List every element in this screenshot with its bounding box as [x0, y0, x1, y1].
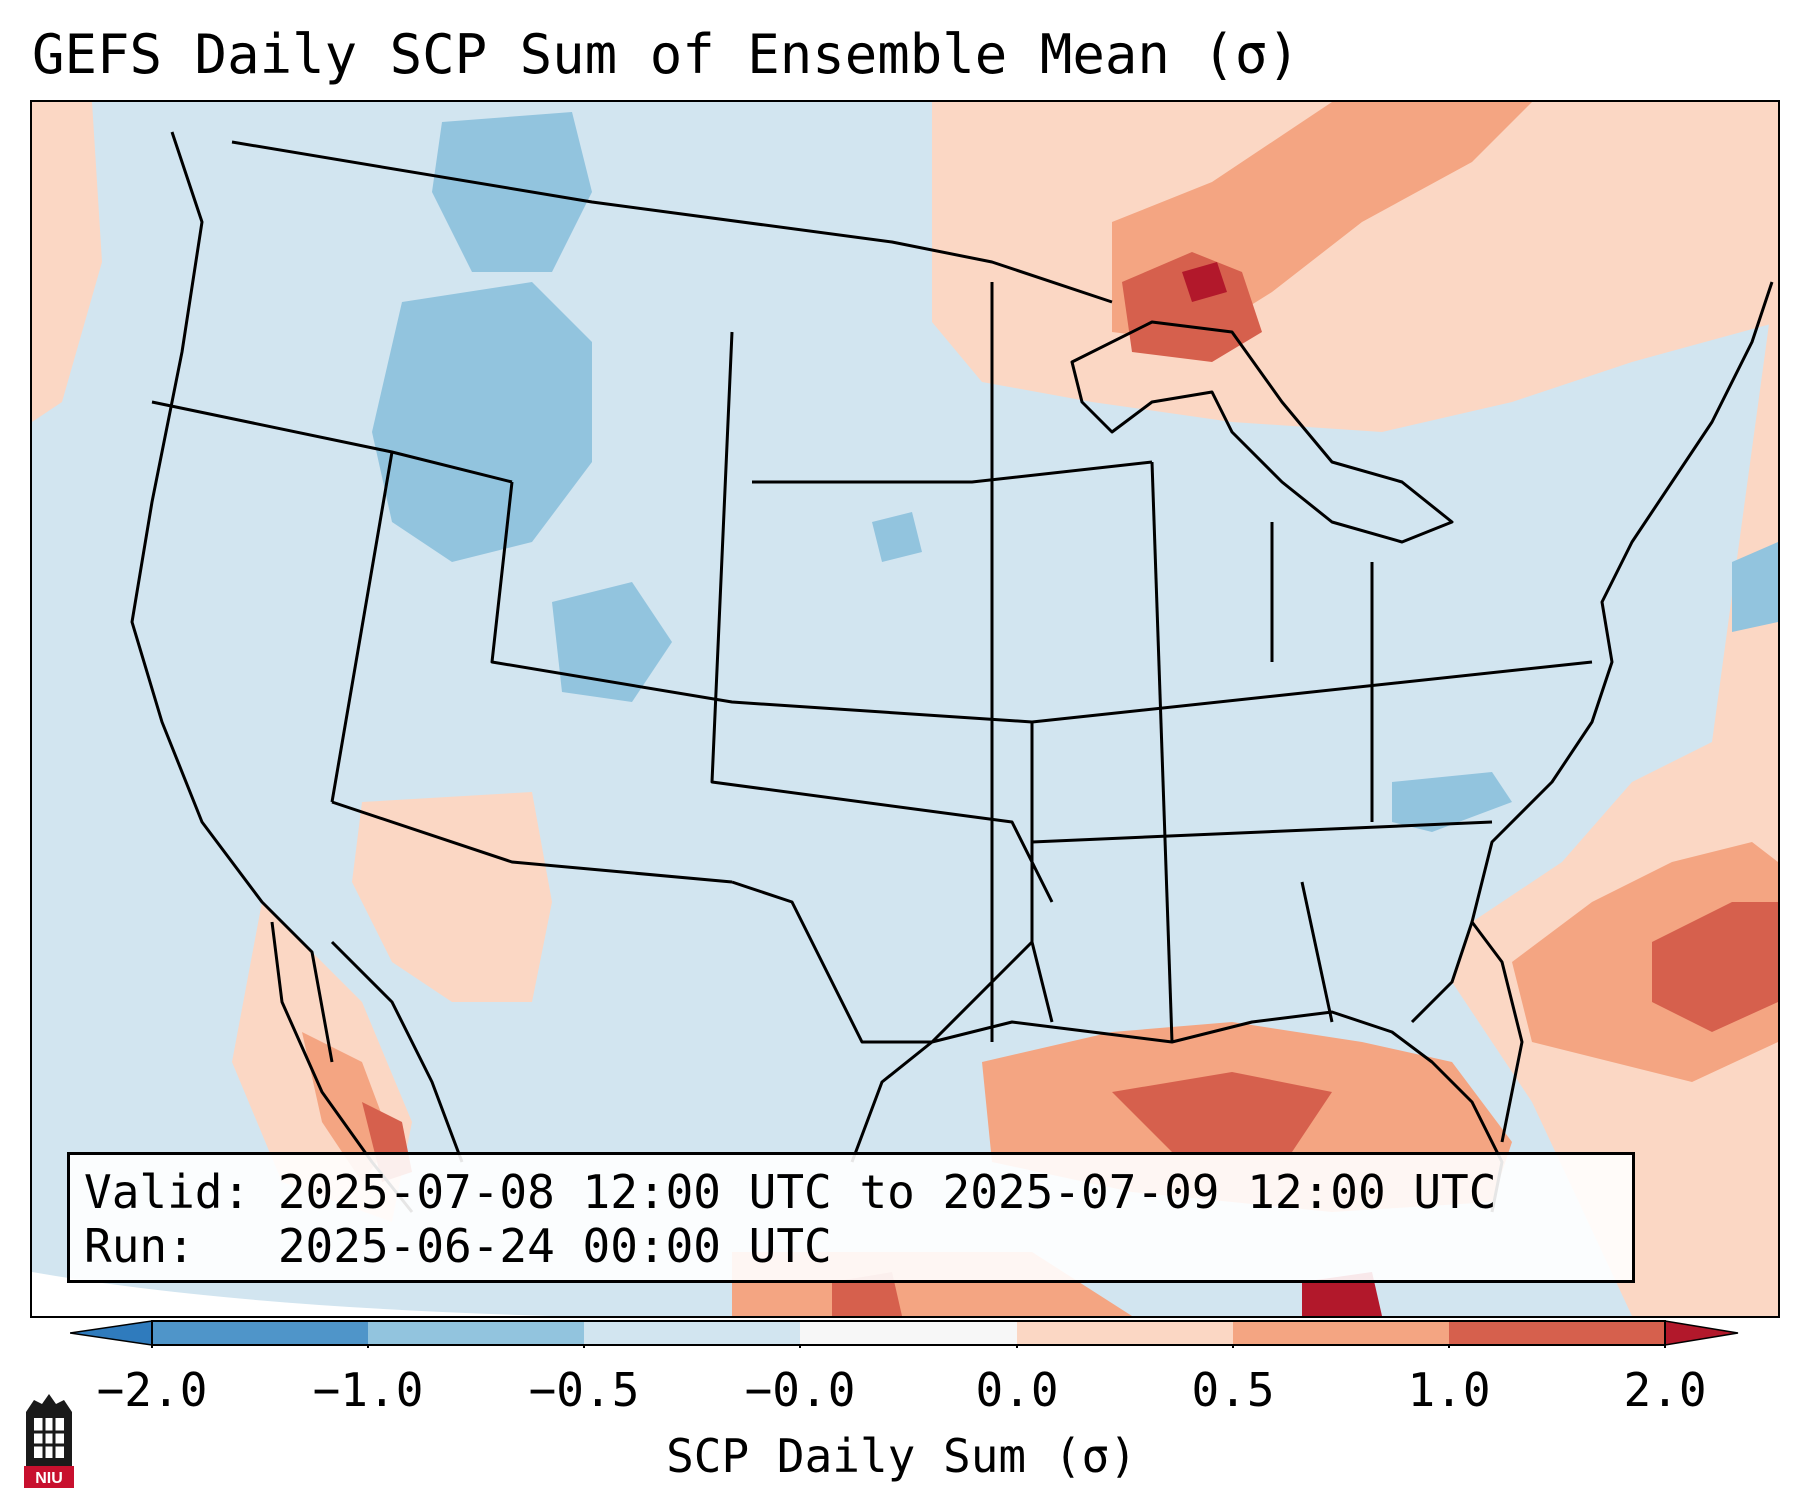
state-line — [1150, 461, 1174, 1043]
colorbar-tick-label: −0.5 — [528, 1363, 640, 1417]
colorbar-tick-label: 1.0 — [1407, 1363, 1491, 1417]
great-lakes-outline — [1070, 320, 1454, 544]
colorbar-tick-label: −1.0 — [312, 1363, 424, 1417]
colorbar-label: SCP Daily Sum (σ) — [666, 1429, 1137, 1483]
map-panel: Valid: 2025-07-08 12:00 UTC to 2025-07-0… — [30, 100, 1780, 1318]
northern-border — [231, 140, 1113, 304]
anomaly-patch — [1182, 262, 1227, 302]
anomaly-patch — [872, 512, 922, 562]
anomaly-patch — [1392, 772, 1512, 832]
anomaly-patch — [1732, 542, 1778, 632]
colorbar-tick-label: 0.5 — [1191, 1363, 1275, 1417]
anomaly-patch — [1652, 902, 1778, 1032]
state-line — [1030, 722, 1054, 1023]
west-coast-outline — [130, 131, 334, 1063]
anomaly-patch — [372, 282, 592, 562]
colorbar-bin — [584, 1321, 800, 1345]
east-coast-outline — [1470, 281, 1774, 923]
anomaly-patch — [32, 102, 102, 422]
colorbar-bin — [800, 1321, 1017, 1345]
anomaly-patch — [302, 1032, 392, 1182]
chart-title: GEFS Daily SCP Sum of Ensemble Mean (σ) — [32, 23, 1300, 86]
colorbar-outline — [151, 1320, 1666, 1346]
state-line — [1031, 820, 1493, 844]
state-line — [331, 800, 733, 884]
colorbar — [70, 1320, 1739, 1348]
positive-anomaly-patches — [32, 102, 1778, 1316]
state-line — [710, 331, 1054, 903]
anomaly-patch — [352, 792, 552, 1002]
anomaly-patch — [552, 582, 672, 702]
run-time-text: Run: 2025-06-24 00:00 UTC — [84, 1219, 832, 1273]
projection-edge — [32, 1272, 552, 1316]
anomaly-patch — [832, 1272, 902, 1316]
florida-outline — [1410, 920, 1524, 1143]
texas-outline — [731, 880, 1034, 1044]
colorbar-bin — [368, 1321, 584, 1345]
geographic-outlines — [130, 131, 1774, 1213]
colorbar-tick-label: −2.0 — [96, 1363, 208, 1417]
valid-time-text: Valid: 2025-07-08 12:00 UTC to 2025-07-0… — [84, 1165, 1497, 1219]
colorbar-bin — [152, 1321, 368, 1345]
anomaly-patch — [432, 112, 592, 272]
colorbar-extend-min — [70, 1320, 153, 1346]
colorbar-tick-label: 0.0 — [975, 1363, 1059, 1417]
logo-text: NIU — [35, 1470, 63, 1487]
anomaly-patch — [1122, 252, 1262, 362]
colorbar-bin — [1449, 1321, 1665, 1345]
map-svg — [32, 102, 1778, 1316]
colorbar-ticks — [151, 1345, 1666, 1348]
logo-badge — [24, 1466, 74, 1488]
mexico-mainland-outline — [330, 940, 464, 1163]
valid-run-info-box: Valid: 2025-07-08 12:00 UTC to 2025-07-0… — [67, 1152, 1635, 1283]
colorbar-bin — [1233, 1321, 1449, 1345]
state-line — [752, 460, 1153, 484]
anomaly-patch — [1112, 1072, 1332, 1152]
negative-anomaly-patches — [372, 112, 1778, 832]
niu-logo: NIU — [24, 1394, 74, 1488]
state-line — [490, 481, 1593, 724]
colorbar-extend-max — [1664, 1320, 1739, 1346]
colorbar-bin — [1017, 1321, 1233, 1345]
state-line — [330, 451, 394, 803]
anomaly-patch — [1302, 1272, 1382, 1316]
state-line — [1300, 881, 1334, 1023]
colorbar-tick-label: −0.0 — [744, 1363, 856, 1417]
colorbar-tick-label: 2.0 — [1623, 1363, 1707, 1417]
